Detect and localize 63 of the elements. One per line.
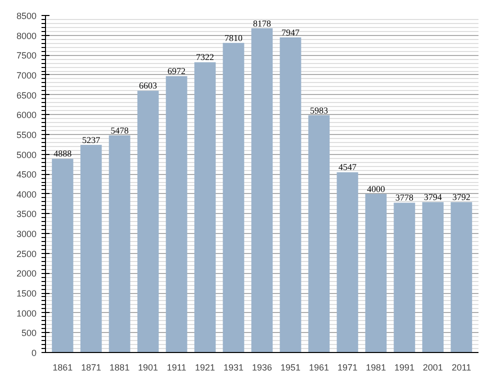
y-tick-label: 500 — [21, 328, 37, 338]
y-tick-label: 7000 — [16, 70, 37, 80]
data-label: 8178 — [253, 18, 272, 28]
data-label: 4547 — [338, 162, 357, 172]
data-label: 3778 — [395, 192, 414, 203]
bar — [308, 115, 330, 352]
y-tick-label: 2000 — [16, 268, 37, 279]
bar — [52, 158, 74, 352]
x-tick-label: 2001 — [422, 362, 443, 372]
x-tick-label: 1921 — [195, 362, 216, 372]
bar — [251, 28, 273, 352]
bar — [137, 90, 159, 352]
x-tick-label: 1971 — [337, 362, 358, 372]
bar — [280, 37, 302, 352]
data-label: 5237 — [82, 134, 101, 145]
y-tick-label: 4500 — [16, 170, 37, 180]
bar — [108, 135, 130, 352]
x-tick-label: 1951 — [280, 362, 301, 372]
data-label: 5478 — [110, 125, 130, 136]
y-tick-label: 8000 — [16, 30, 37, 41]
bar — [194, 62, 216, 352]
x-tick-label: 1981 — [366, 362, 386, 372]
y-tick-label: 5500 — [16, 130, 37, 140]
bar — [450, 202, 472, 352]
x-tick-label: 2011 — [452, 362, 472, 372]
x-tick-label: 1881 — [110, 362, 130, 372]
data-label: 3792 — [452, 192, 470, 202]
x-tick-label: 1931 — [224, 362, 244, 372]
bar — [80, 144, 102, 352]
y-tick-label: 1500 — [16, 288, 37, 299]
data-label: 3794 — [424, 192, 442, 202]
x-tick-label: 1861 — [52, 362, 73, 372]
bar — [394, 202, 416, 352]
y-tick-label: 5000 — [16, 150, 37, 160]
x-tick-label: 1936 — [252, 362, 272, 372]
data-label: 7810 — [224, 32, 244, 43]
y-tick-label: 6000 — [16, 110, 37, 120]
y-tick-label: 1000 — [16, 308, 37, 318]
bar — [222, 42, 244, 352]
bar — [336, 172, 358, 352]
y-tick-label: 7500 — [16, 50, 37, 61]
data-label: 7947 — [281, 27, 300, 38]
bar — [365, 194, 387, 352]
y-tick-label: 3000 — [16, 229, 37, 240]
y-tick-label: 8500 — [16, 11, 37, 21]
bar — [422, 202, 444, 352]
y-tick-label: 0 — [31, 348, 37, 358]
x-tick-label: 1871 — [81, 362, 102, 372]
y-tick-label: 2500 — [16, 248, 37, 259]
data-label: 4888 — [54, 148, 72, 159]
x-tick-label: 1901 — [138, 362, 158, 372]
data-label: 5983 — [310, 105, 328, 116]
bar — [166, 76, 188, 352]
data-label: 4000 — [366, 184, 386, 194]
y-tick-label: 6500 — [16, 90, 37, 100]
data-label: 7322 — [196, 52, 214, 62]
data-label: 6972 — [168, 66, 186, 76]
x-tick-label: 1961 — [308, 362, 329, 372]
y-tick-label: 4000 — [16, 189, 37, 200]
data-label: 6603 — [139, 80, 158, 91]
x-tick-label: 1991 — [394, 362, 414, 372]
x-tick-label: 1911 — [166, 362, 186, 372]
y-tick-label: 3500 — [16, 209, 37, 220]
